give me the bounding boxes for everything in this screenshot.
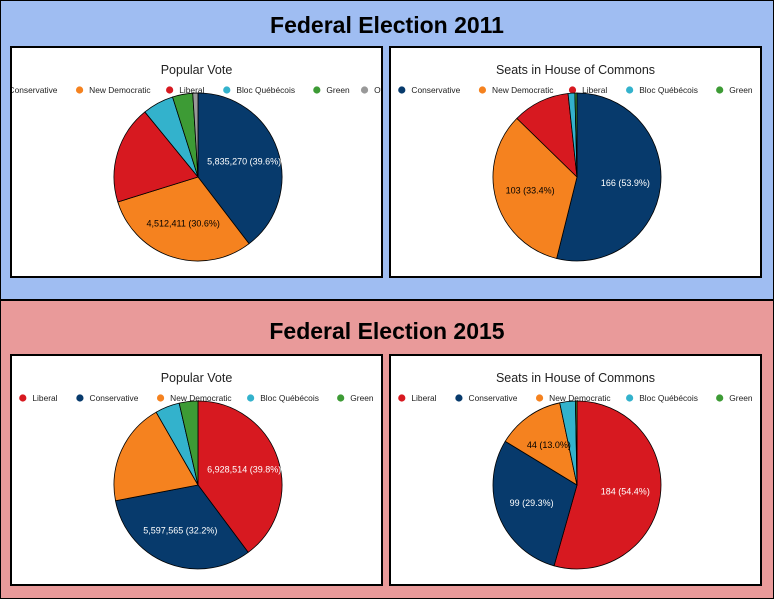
legend-swatch-bloc-quebecois	[626, 86, 634, 94]
pie-chart-popular-vote-2011: Popular Vote Conservative New Democratic Li…	[12, 63, 381, 262]
section-2015: Federal Election 2015 Popular Vote Libera…	[0, 300, 774, 599]
pie-slice-green	[574, 92, 578, 178]
legend-swatch-new-democratic	[535, 394, 544, 402]
legend-swatch-bloc-quebecois	[626, 394, 634, 402]
legend: Conservative New Democratic Liberal Bloc Qu…	[398, 85, 753, 95]
pie	[113, 92, 283, 262]
section-2011: Federal Election 2011 Popular Vote Conser…	[0, 0, 774, 300]
legend-swatch-new-democratic	[75, 86, 84, 94]
data-label-liberal: 6,928,514 (39.8%)	[207, 465, 281, 475]
pie-slice-liberal	[197, 400, 283, 553]
pie-slice-liberal	[113, 111, 199, 203]
data-label-liberal: 184 (54.4%)	[601, 487, 650, 497]
legend-label-liberal: Liberal	[32, 393, 57, 403]
legend-swatch-bloc-quebecois	[223, 86, 231, 94]
legend-swatch-liberal	[166, 86, 174, 94]
legend-swatch-bloc-quebecois	[247, 394, 255, 402]
data-label-conservative: 166 (53.9%)	[601, 178, 650, 188]
chart-panel-seats-2015: Seats in House of Commons Liberal Conserva…	[389, 354, 762, 586]
legend-label-other: Other	[374, 85, 381, 95]
legend-label-new-democratic: New Democratic	[89, 85, 150, 95]
legend-label-conservative: Conservative	[469, 393, 518, 403]
legend-swatch-conservative	[398, 86, 406, 94]
chart-panel-popular-vote-2015: Popular Vote Liberal Conservative New Democ…	[10, 354, 383, 586]
pie-slice-new-democratic	[113, 411, 199, 502]
chart-panel-popular-vote-2011: Popular Vote Conservative New Democratic Li…	[10, 46, 383, 278]
legend: Liberal Conservative New Democratic Bloc Qu…	[398, 393, 753, 403]
legend-label-conservative: Conservative	[411, 85, 460, 95]
legend-label-green: Green	[729, 393, 753, 403]
data-label-conservative: 99 (29.3%)	[510, 498, 554, 508]
section-title: Federal Election 2011	[270, 12, 504, 38]
data-label-new-democratic: 103 (33.4%)	[506, 185, 555, 195]
pie-slice-green	[575, 400, 578, 486]
data-label-conservative: 5,597,565 (32.2%)	[143, 525, 217, 535]
chart-title: Popular Vote	[161, 63, 233, 77]
pie	[492, 92, 662, 262]
pie	[113, 400, 283, 570]
chart-title: Seats in House of Commons	[496, 371, 655, 385]
pie-chart-popular-vote-2015: Popular Vote Liberal Conservative New Democ…	[19, 371, 374, 570]
legend-label-green: Green	[350, 393, 374, 403]
legend-label-bloc-quebecois: Bloc Québécois	[639, 85, 698, 95]
pie-slice-green	[178, 400, 199, 486]
legend-label-liberal: Liberal	[582, 85, 607, 95]
legend-swatch-liberal	[398, 394, 406, 402]
legend-label-new-democratic: New Democratic	[170, 393, 231, 403]
legend-swatch-conservative	[455, 394, 463, 402]
legend-label-bloc-quebecois: Bloc Québécois	[639, 393, 698, 403]
legend-label-liberal: Liberal	[179, 85, 204, 95]
legend-label-liberal: Liberal	[411, 393, 436, 403]
chart-panel-seats-2011: Seats in House of Commons Conservative New…	[389, 46, 762, 278]
pie-slice-conservative	[115, 484, 249, 570]
data-label-conservative: 5,835,270 (39.6%)	[207, 156, 281, 166]
pie-slice-other	[192, 92, 199, 178]
legend-swatch-new-democratic	[478, 86, 487, 94]
legend-label-new-democratic: New Democratic	[492, 85, 553, 95]
pie-slice-new-democratic	[117, 176, 250, 262]
section-title: Federal Election 2015	[269, 318, 505, 344]
legend: Conservative New Democratic Liberal Bloc Qu…	[12, 85, 381, 95]
legend-label-bloc-quebecois: Bloc Québécois	[260, 393, 319, 403]
legend-label-green: Green	[326, 85, 350, 95]
legend-swatch-green	[716, 394, 724, 402]
pie-slice-conservative	[197, 92, 283, 245]
legend-swatch-new-democratic	[156, 394, 165, 402]
legend-swatch-liberal	[568, 86, 577, 94]
pie-slice-conservative	[556, 92, 662, 262]
legend-swatch-other	[360, 86, 369, 94]
legend-label-new-democratic: New Democratic	[549, 393, 610, 403]
pie-chart-seats-2011: Seats in House of Commons Conservative New…	[398, 63, 753, 262]
legend-swatch-green	[313, 86, 321, 94]
pie-slice-new-democratic	[492, 117, 578, 259]
legend-swatch-conservative	[76, 394, 84, 402]
legend-label-green: Green	[729, 85, 753, 95]
legend-swatch-green	[337, 394, 345, 402]
pie	[492, 400, 662, 570]
legend-swatch-green	[716, 86, 724, 94]
data-label-new-democratic: 4,512,411 (30.6%)	[147, 218, 220, 228]
legend-label-conservative: Conservative	[90, 393, 139, 403]
legend-label-conservative: Conservative	[12, 85, 58, 95]
pie-slice-new-democratic	[504, 402, 578, 486]
legend-label-bloc-quebecois: Bloc Québécois	[236, 85, 295, 95]
pie-chart-seats-2015: Seats in House of Commons Liberal Conserva…	[398, 371, 753, 570]
legend: Liberal Conservative New Democratic Bloc Qu…	[19, 393, 374, 403]
legend-swatch-liberal	[19, 394, 27, 402]
data-label-new-democratic: 44 (13.0%)	[527, 440, 571, 450]
chart-title: Popular Vote	[161, 371, 233, 385]
pie-slice-liberal	[553, 400, 662, 570]
chart-title: Seats in House of Commons	[496, 63, 655, 77]
